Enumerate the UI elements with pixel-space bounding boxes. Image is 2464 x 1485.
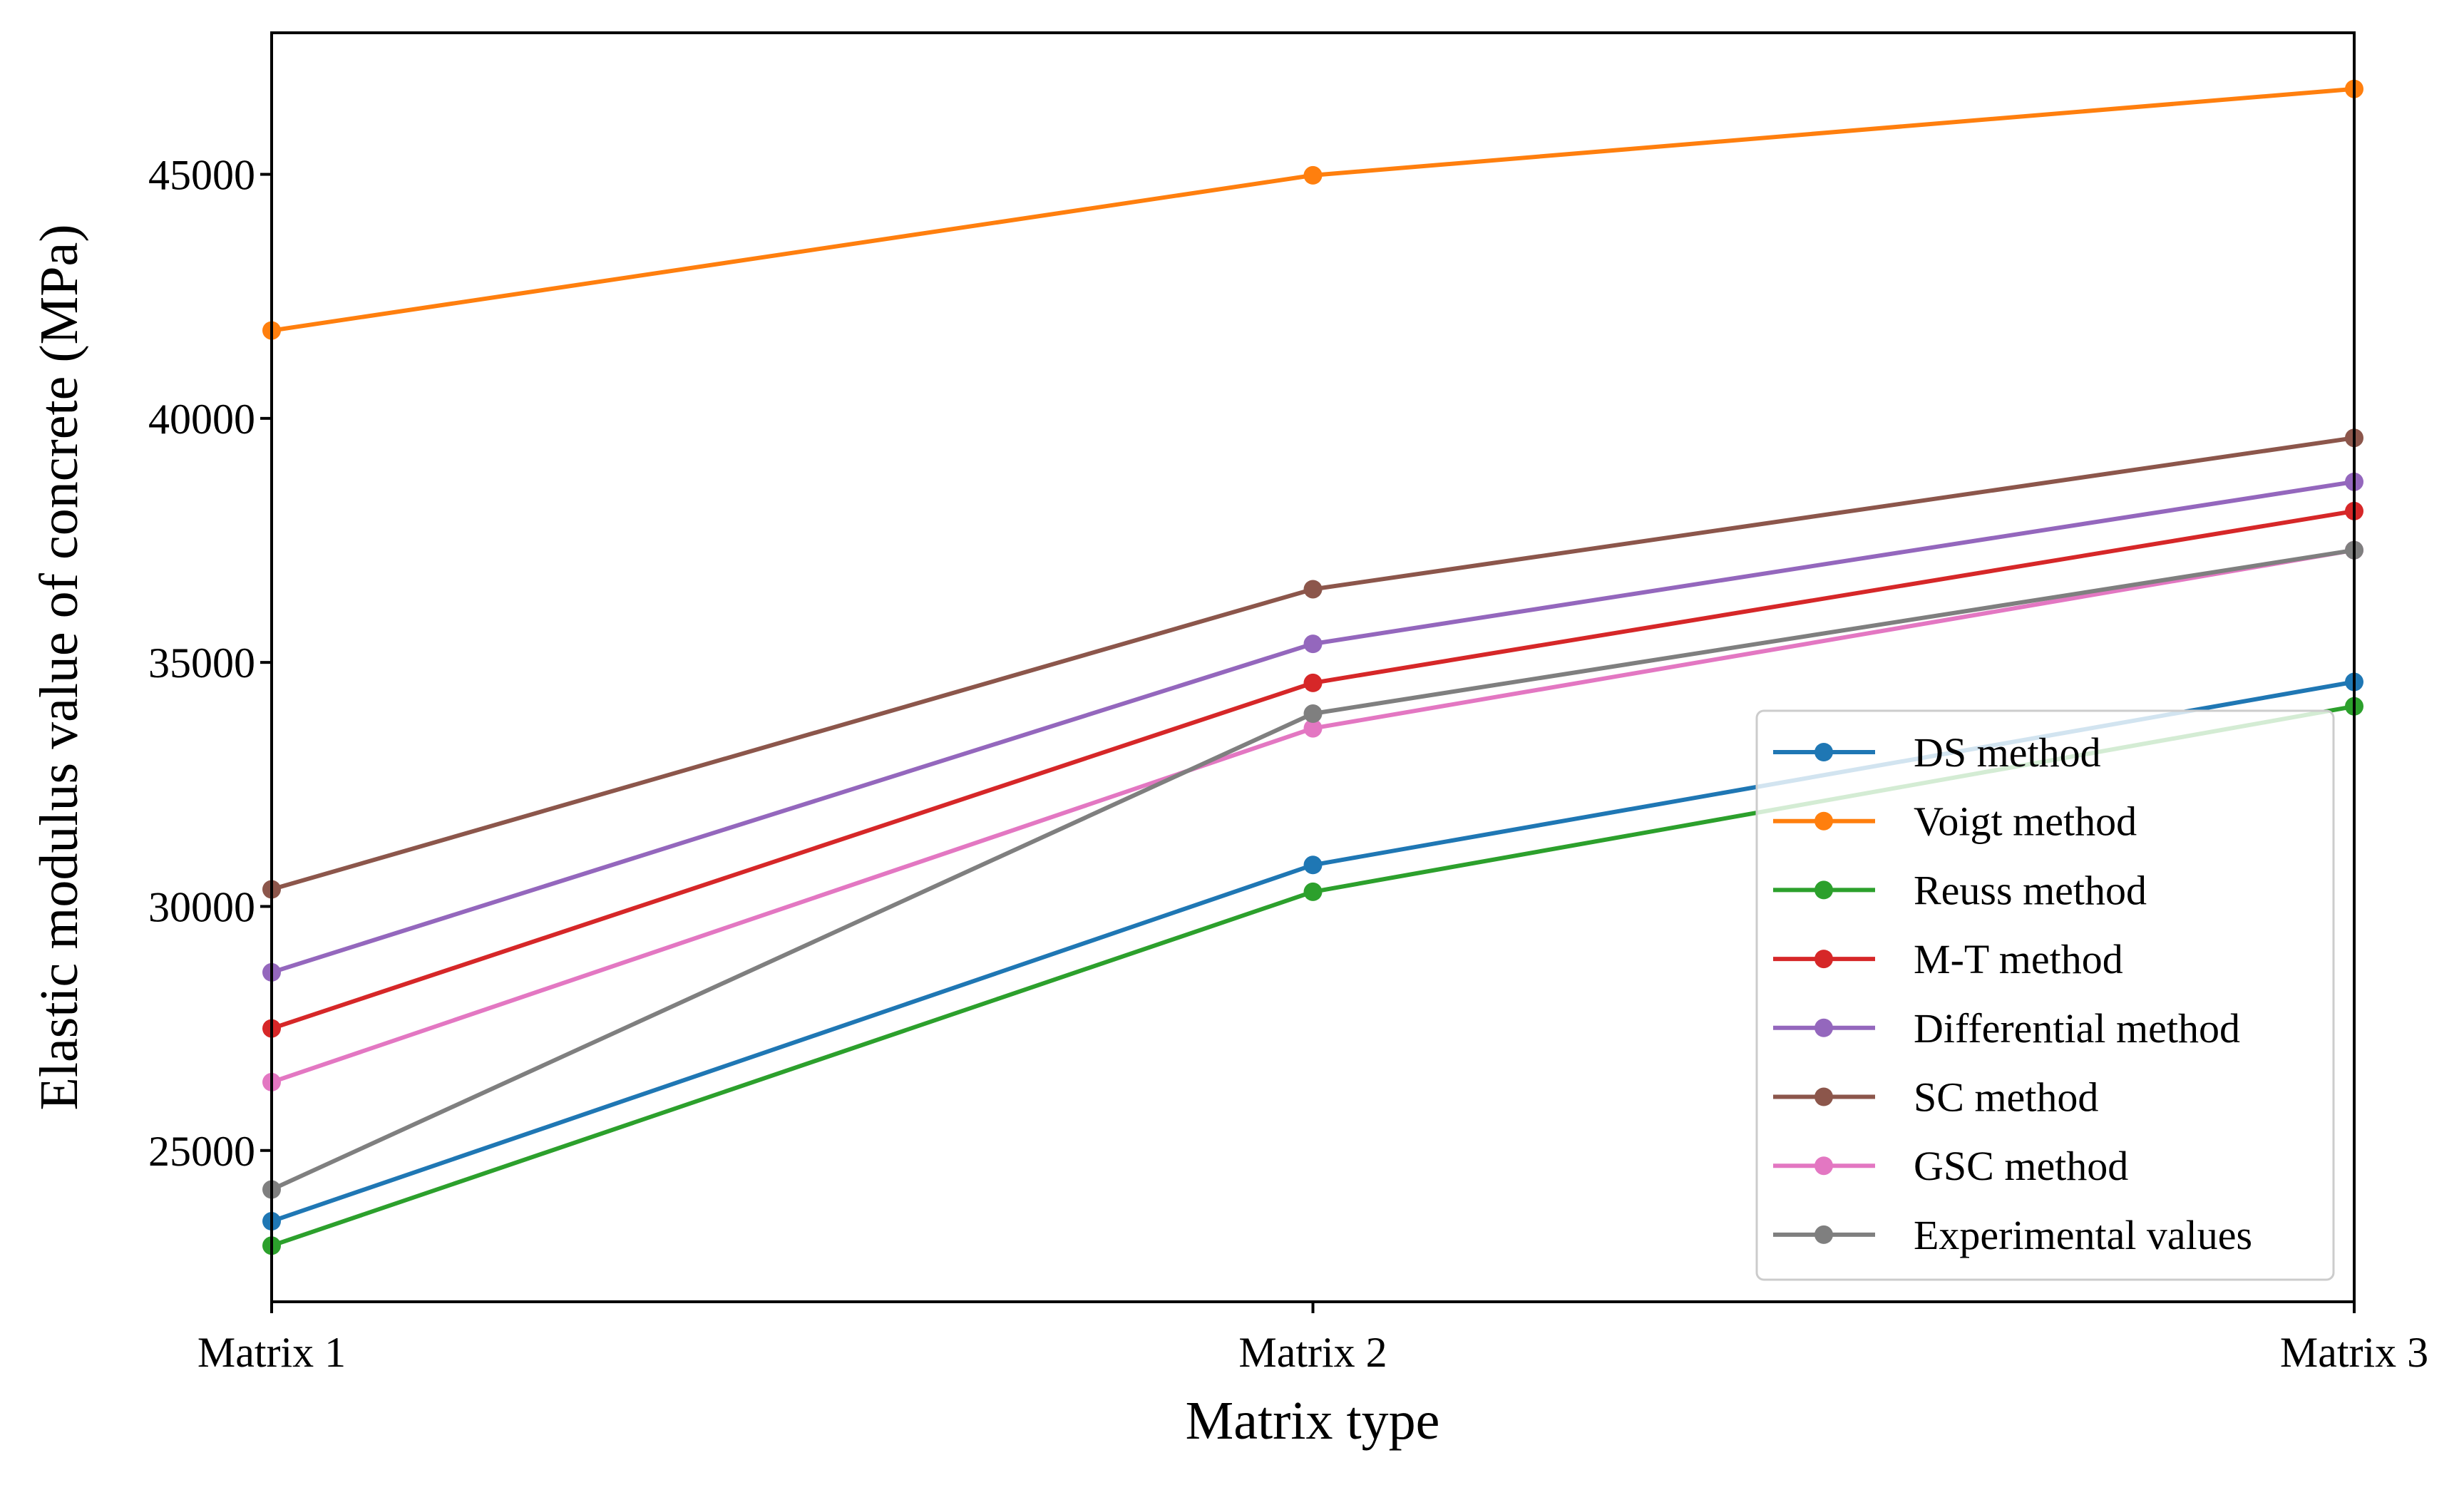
legend-label: SC method <box>1914 1074 2098 1121</box>
data-point-experimental-values-2 <box>1303 704 1323 724</box>
y-axis-ticks: 25000 30000 35000 40000 45000 <box>148 152 272 1175</box>
x-axis-label: Matrix type <box>1186 1391 1440 1451</box>
legend-item-reuss-method: Reuss method <box>1773 867 2147 913</box>
legend-label: Experimental values <box>1914 1212 2252 1258</box>
y-tick-label: 40000 <box>148 396 255 443</box>
legend-item-differential-method: Differential method <box>1773 1005 2240 1052</box>
y-tick-label: 35000 <box>148 639 255 687</box>
legend-items: DS method Voigt method Reuss method M-T met… <box>1773 729 2252 1258</box>
legend-frame <box>1755 709 2335 1281</box>
x-axis-ticks: Matrix 1 Matrix 2 Matrix 3 <box>197 1302 2428 1376</box>
series-layer <box>262 79 2363 1255</box>
legend-swatch-marker <box>1814 1156 1833 1176</box>
data-point-reuss-method-2 <box>1303 882 1323 901</box>
legend-swatch-marker <box>1814 950 1833 969</box>
y-tick-label: 25000 <box>148 1128 255 1175</box>
data-point-voigt-method-2 <box>1303 165 1323 185</box>
legend-swatch-marker <box>1814 1087 1833 1106</box>
legend-swatch-marker <box>1814 880 1833 900</box>
series-m-t-method <box>262 501 2363 1038</box>
legend-item-sc-method: SC method <box>1773 1074 2098 1121</box>
legend-label: Differential method <box>1914 1005 2240 1052</box>
legend-label: GSC method <box>1914 1143 2128 1189</box>
legend-item-m-t-method: M-T method <box>1773 936 2123 982</box>
legend-label: Reuss method <box>1914 867 2147 913</box>
y-axis-label: Elastic modulus value of concrete (MPa) <box>29 224 89 1110</box>
data-point-differential-method-2 <box>1303 634 1323 654</box>
legend-label: M-T method <box>1914 936 2123 982</box>
legend-item-ds-method: DS method <box>1773 729 2101 776</box>
legend-label: Voigt method <box>1914 798 2137 845</box>
legend-swatch-marker <box>1814 1225 1833 1244</box>
x-tick-label: Matrix 3 <box>2280 1329 2428 1376</box>
legend-item-experimental-values: Experimental values <box>1773 1212 2252 1258</box>
data-point-ds-method-2 <box>1303 855 1323 875</box>
x-tick-label: Matrix 1 <box>197 1329 346 1376</box>
y-tick-label: 30000 <box>148 883 255 930</box>
data-point-gsc-method-2 <box>1303 719 1323 738</box>
legend-item-gsc-method: GSC method <box>1773 1143 2128 1189</box>
legend-item-voigt-method: Voigt method <box>1773 798 2137 845</box>
legend-swatch-marker <box>1814 1018 1833 1037</box>
legend-swatch-marker <box>1814 811 1833 831</box>
data-point-m-t-method-2 <box>1303 673 1323 692</box>
x-tick-label: Matrix 2 <box>1238 1329 1387 1376</box>
legend-label: DS method <box>1914 729 2101 776</box>
legend-swatch-marker <box>1814 743 1833 761</box>
series-differential-method <box>262 472 2363 982</box>
data-point-sc-method-2 <box>1303 580 1323 599</box>
legend: DS method Voigt method Reuss method M-T met… <box>1755 709 2335 1281</box>
y-tick-label: 45000 <box>148 152 255 199</box>
